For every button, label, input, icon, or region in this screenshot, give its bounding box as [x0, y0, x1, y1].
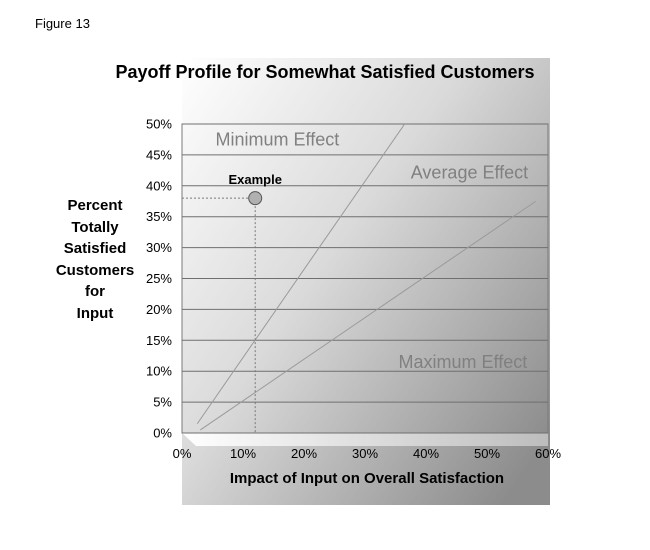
y-axis-label-line: Input — [76, 304, 114, 322]
y-axis-label-line: Totally — [71, 218, 119, 236]
y-tick-label: 10% — [146, 364, 172, 379]
example-point-group: Example — [182, 172, 282, 433]
x-tick-label: 20% — [291, 446, 317, 461]
series-annotation: Minimum Effect — [216, 130, 340, 150]
chart-floor — [182, 433, 548, 446]
x-tick-label: 50% — [474, 446, 500, 461]
y-tick-label: 50% — [146, 117, 172, 132]
y-tick-label: 30% — [146, 240, 172, 255]
y-axis-label: Percent Totally Satisfied Customers for … — [40, 195, 150, 324]
y-tick-label: 25% — [146, 271, 172, 286]
y-tick-label: 5% — [153, 395, 172, 410]
y-axis-label-line: for — [85, 283, 105, 300]
y-tick-label: 45% — [146, 147, 172, 162]
series-lines — [196, 123, 537, 431]
grid-lines — [182, 123, 548, 434]
series-line — [196, 123, 406, 425]
chart-background — [182, 58, 550, 505]
y-tick-label: 35% — [146, 209, 172, 224]
y-tick-label: 0% — [153, 426, 172, 441]
x-axis-ticks: 0% 10% 20% 30% 40% 50% 60% — [173, 446, 562, 461]
series-annotations: Minimum Effect Average Effect Maximum Effe… — [216, 130, 529, 372]
x-tick-label: 10% — [230, 446, 256, 461]
y-axis-label-line: Satisfied — [63, 240, 127, 257]
chart-title: Payoff Profile for Somewhat Satisfied Cu… — [115, 62, 535, 82]
x-tick-label: 0% — [173, 446, 192, 461]
y-tick-label: 15% — [146, 333, 172, 348]
y-axis-label-line: Percent — [67, 197, 123, 214]
example-point — [248, 191, 263, 206]
y-tick-label: 20% — [146, 302, 172, 317]
y-axis-ticks: 0% 5% 10% 15% 20% 25% 30% 35% 40% 45% 50% — [146, 117, 172, 441]
series-line — [200, 200, 537, 431]
x-tick-label: 40% — [413, 446, 439, 461]
series-annotation: Maximum Effect — [399, 352, 528, 372]
figure-label: Figure 13 — [35, 16, 90, 31]
x-axis-label: Impact of Input on Overall Satisfaction — [229, 470, 505, 487]
x-tick-label: 60% — [535, 446, 561, 461]
series-annotation: Average Effect — [411, 162, 528, 182]
example-point-label: Example — [228, 172, 281, 187]
y-axis-label-line: Customers — [55, 261, 135, 279]
x-tick-label: 30% — [352, 446, 378, 461]
y-tick-label: 40% — [146, 178, 172, 193]
